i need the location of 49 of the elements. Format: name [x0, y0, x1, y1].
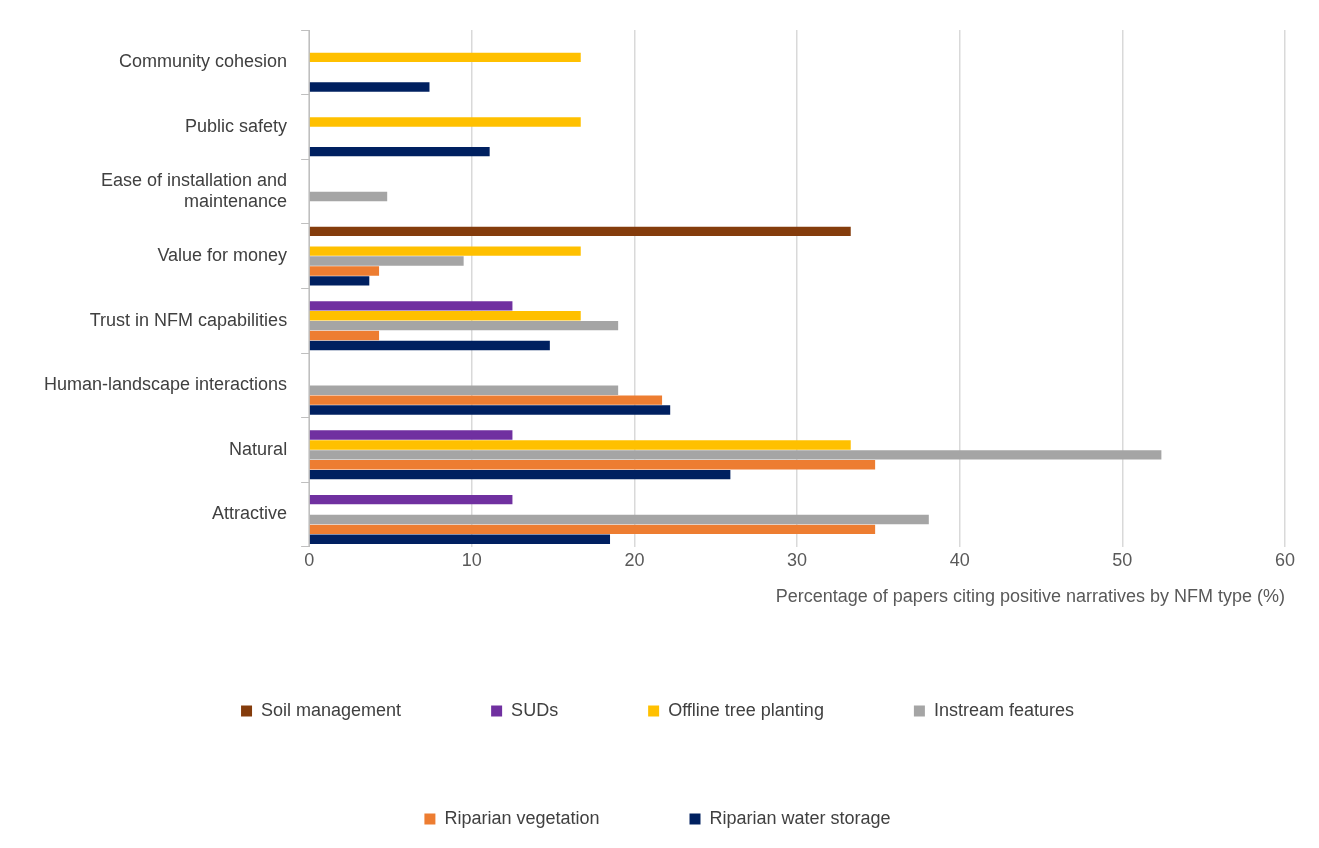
- bar: [309, 514, 929, 525]
- bar: [309, 256, 464, 266]
- bar: [309, 395, 663, 405]
- bar: [309, 320, 619, 331]
- legend-label: Instream features: [933, 699, 1074, 720]
- legend-label: Offline tree planting: [668, 699, 824, 720]
- bar: [309, 276, 370, 286]
- bar: [309, 52, 581, 63]
- y-tick-label: Public safety: [185, 115, 288, 136]
- bar: [309, 469, 731, 480]
- bar: [309, 146, 490, 157]
- bar: [309, 191, 388, 202]
- y-tick-label: Community cohesion: [119, 51, 288, 72]
- y-tick-label: Attractive: [212, 503, 288, 524]
- bar: [309, 494, 513, 505]
- legend-label: Riparian vegetation: [444, 807, 600, 828]
- bar: [309, 117, 581, 127]
- bar: [309, 385, 619, 395]
- bar: [309, 460, 876, 470]
- bar: [309, 340, 550, 351]
- y-tick-label: Ease of installation and maintenance: [100, 169, 288, 212]
- bar: [309, 311, 581, 321]
- x-tick-label: 30: [787, 549, 808, 570]
- x-tick-label: 10: [461, 549, 482, 570]
- bar: [309, 301, 513, 311]
- x-tick-label: 0: [304, 549, 315, 570]
- x-tick-label: 60: [1274, 549, 1296, 570]
- bar: [309, 450, 1162, 460]
- x-tick-label: 40: [949, 549, 970, 570]
- legend-label: Soil management: [261, 699, 402, 720]
- bar: [309, 430, 513, 440]
- bar: [309, 524, 876, 535]
- bar: [309, 82, 430, 92]
- y-tick-label: Value for money: [157, 245, 288, 266]
- bar: [309, 246, 581, 256]
- legend-label: SUDs: [511, 699, 559, 720]
- bar: [309, 266, 380, 276]
- bar: [309, 226, 851, 237]
- y-tick-label: Trust in NFM capabilities: [89, 309, 288, 330]
- bar: [309, 534, 611, 544]
- y-tick-label: Natural: [229, 438, 288, 459]
- legend-label: Riparian water storage: [709, 807, 891, 828]
- bar: [309, 440, 851, 450]
- bar: [309, 405, 671, 415]
- x-tick-label: 20: [624, 549, 645, 570]
- bar: [309, 330, 380, 341]
- y-tick-label: Human-landscape interactions: [43, 374, 288, 395]
- x-tick-label: 50: [1112, 549, 1133, 570]
- x-axis-title: Percentage of papers citing positive narratives by NFM type (%): [775, 586, 1285, 607]
